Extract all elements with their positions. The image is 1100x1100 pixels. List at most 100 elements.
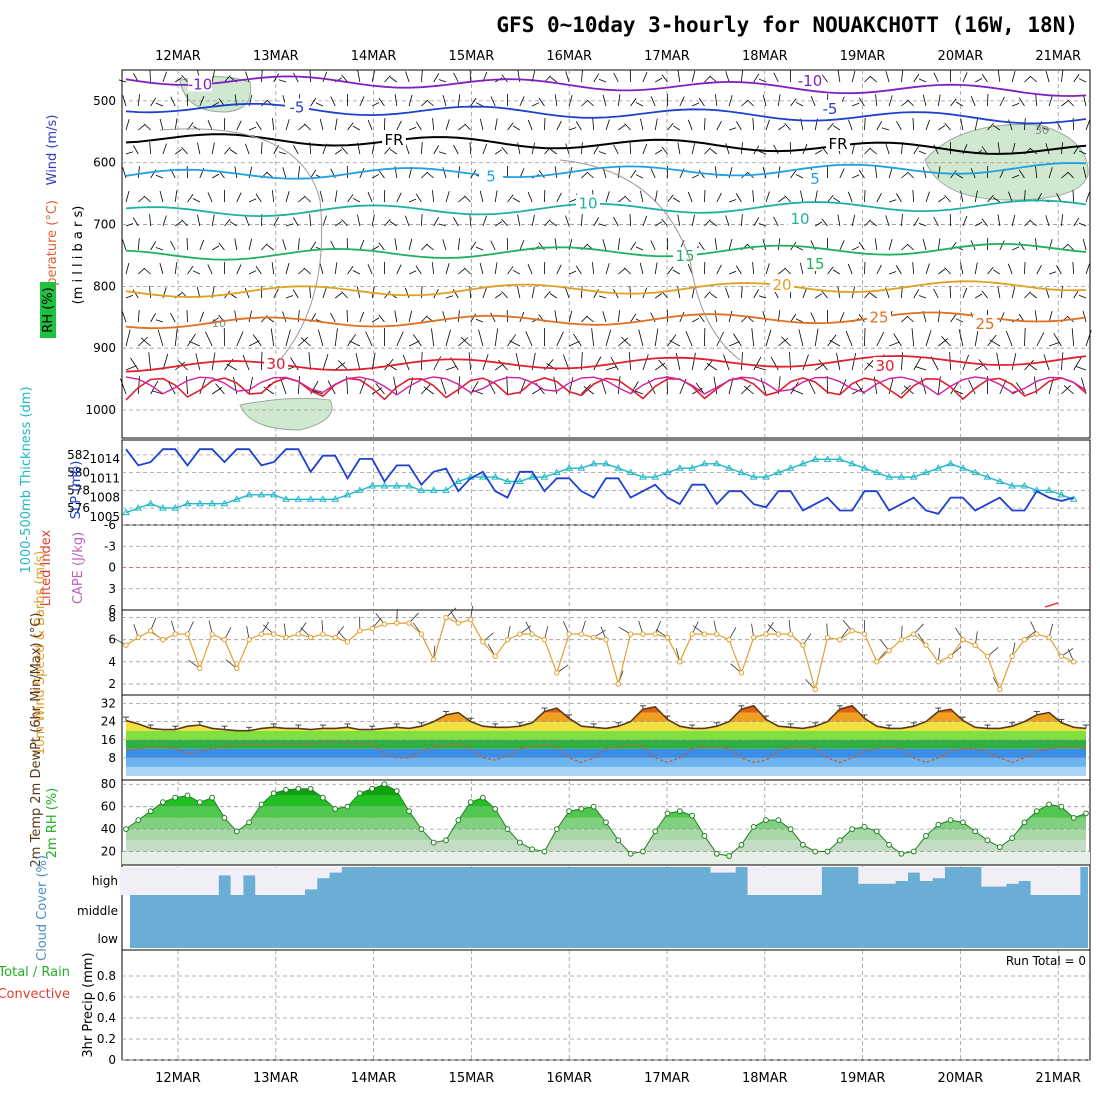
wind-barb: [170, 96, 176, 107]
wind-barb: [858, 241, 865, 251]
wind-barb: [827, 122, 834, 131]
wind-barb: [901, 315, 908, 323]
wind-barb: [384, 147, 391, 155]
wind-barb: [1078, 150, 1087, 155]
wind-barb: [211, 173, 220, 179]
wind-barb: [654, 362, 666, 371]
wind-barb: [888, 199, 897, 203]
cloud-high-gap: [759, 867, 773, 895]
wind-barb: [981, 290, 988, 299]
rh-point: [492, 806, 499, 812]
wind-barb: [271, 262, 275, 275]
wind-barb: [255, 265, 262, 275]
wind-barb: [913, 356, 922, 371]
wind-barb: [236, 264, 242, 275]
wind-barb: [617, 166, 621, 179]
wind-barb: [591, 328, 595, 347]
wind-barb: [357, 70, 361, 83]
wind-barb: [125, 365, 137, 371]
wind-barb: [359, 168, 365, 179]
thickness-marker: [368, 481, 377, 489]
wind-barb: [371, 173, 380, 179]
wind-barb: [352, 270, 361, 275]
rh-point: [172, 794, 179, 801]
rh-point: [258, 801, 265, 808]
wind-barb: [1082, 238, 1087, 251]
thickness-marker: [725, 464, 733, 471]
wind-barb: [568, 310, 573, 323]
wind-barb: [195, 353, 201, 371]
isotherm-label-bg: [798, 72, 822, 88]
cloud-high-gap: [193, 867, 207, 895]
wind-barb: [174, 262, 178, 275]
thickness-line: [125, 458, 1074, 514]
wind-barb: [174, 148, 183, 155]
wind-barb: [1078, 222, 1087, 227]
wind-barb: [586, 316, 594, 323]
wind-barb: [677, 286, 681, 299]
wind-barb: [640, 118, 644, 131]
wind-barb: [667, 334, 677, 347]
wind-barb: [725, 143, 730, 155]
wind-barb: [580, 214, 583, 227]
wind-barb: [987, 334, 997, 347]
li-tick: 0: [108, 561, 116, 575]
wind-barb: [981, 218, 988, 227]
wind-barb: [741, 384, 751, 395]
wind-barb: [421, 99, 428, 107]
wind-barb: [704, 75, 711, 83]
wind-barb: [421, 243, 428, 251]
wind-barb: [140, 337, 151, 347]
wind-barb: [922, 94, 927, 107]
cloud-high-gap: [218, 867, 232, 876]
wind-barb: [125, 191, 130, 203]
wind-barb: [431, 328, 435, 347]
wind-barb: [1072, 262, 1075, 275]
cloud-high-gap: [255, 867, 269, 895]
wind-barb: [955, 173, 964, 179]
slp-line: [125, 448, 1074, 515]
wind-barb: [1045, 71, 1050, 83]
wind-barb: [396, 264, 402, 275]
rh-point: [1070, 814, 1077, 821]
wind10-point: [394, 620, 400, 626]
wind-barb: [519, 240, 525, 251]
date-label-top: 16MAR: [546, 49, 592, 64]
wind-barb: [137, 238, 140, 251]
wind-barb: [355, 353, 361, 371]
rh-point: [910, 848, 917, 855]
wind-barb: [885, 215, 890, 227]
wind-barb: [408, 340, 420, 347]
wind-barb: [371, 142, 375, 155]
wind-barb: [396, 192, 402, 203]
wind-barb: [359, 378, 366, 395]
thickness-marker: [799, 459, 807, 467]
wind-barb: [747, 99, 754, 107]
wind-barb: [322, 71, 328, 83]
wind-barb: [211, 142, 215, 155]
wind-barb: [839, 312, 845, 323]
wind-barb: [672, 269, 681, 275]
wind-barb: [987, 194, 994, 203]
wind10-point: [615, 681, 622, 687]
rh-point: [566, 808, 572, 815]
wind10-point: [541, 636, 548, 643]
thickness-marker: [319, 495, 327, 502]
wind-barb: [728, 127, 737, 131]
wind-barb: [554, 166, 558, 179]
wind-barb: [814, 190, 818, 203]
wind-barb: [531, 286, 535, 299]
thickness-tick: 582: [67, 448, 90, 462]
wind-barb: [469, 70, 472, 83]
wind-barb: [728, 199, 737, 203]
wind-barb: [155, 247, 164, 251]
wind-barb: [236, 120, 242, 131]
wind10-point: [467, 617, 474, 623]
wind-barb: [155, 102, 164, 107]
wind-barb: [527, 264, 533, 275]
thickness-marker: [675, 464, 684, 471]
wind-barb: [155, 174, 164, 179]
pressure-tick: 500: [93, 94, 116, 108]
wind-barb: [635, 246, 644, 251]
